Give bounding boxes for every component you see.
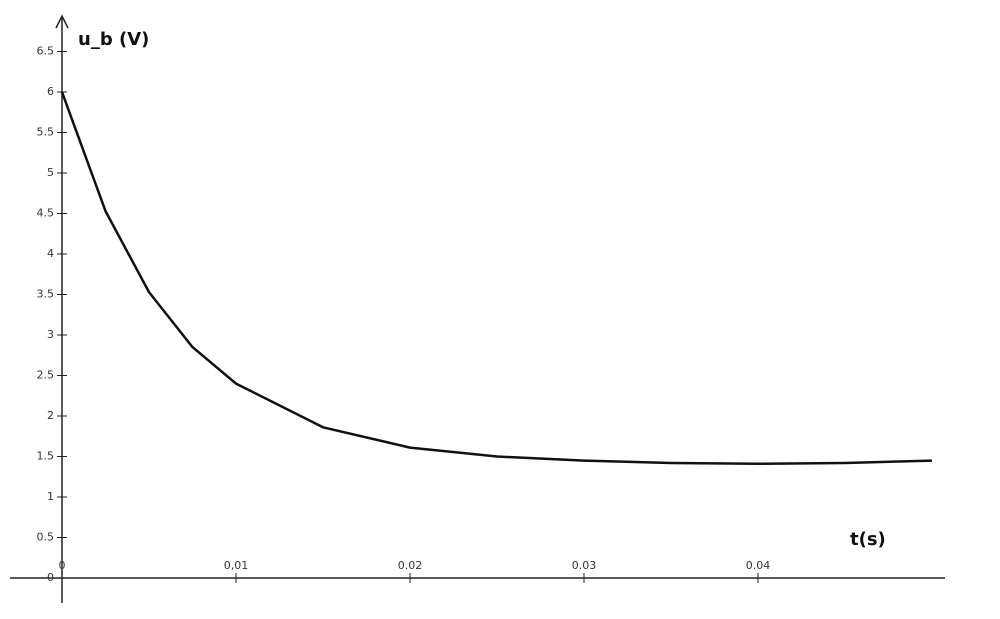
y-tick-label: 6.5 (37, 45, 55, 58)
x-tick-label: 0 (59, 559, 66, 572)
x-tick-label: 0.02 (398, 559, 423, 572)
y-tick-label: 4 (47, 247, 54, 260)
y-tick-label: 3 (47, 328, 54, 341)
y-tick-label: 0 (47, 571, 54, 584)
y-tick-label: 5 (47, 166, 54, 179)
y-tick-label: 1 (47, 490, 54, 503)
x-axis-label: t(s) (850, 529, 886, 550)
x-tick-label: 0.03 (572, 559, 597, 572)
y-tick-label: 1.5 (37, 450, 55, 463)
y-tick-label: 2 (47, 409, 54, 422)
y-tick-label: 2.5 (37, 369, 55, 382)
y-axis-label: u_b (V) (78, 29, 149, 50)
y-tick-label: 3.5 (37, 288, 55, 301)
y-tick-label: 0.5 (37, 531, 55, 544)
y-tick-label: 5.5 (37, 126, 55, 139)
line (60, 91, 933, 466)
y-axis-arrow (55, 14, 69, 29)
x-tick-label: 0,01 (224, 559, 249, 572)
y-tick-label: 4.5 (37, 207, 55, 220)
y-tick-label: 6 (47, 85, 54, 98)
x-tick-label: 0.04 (746, 559, 771, 572)
